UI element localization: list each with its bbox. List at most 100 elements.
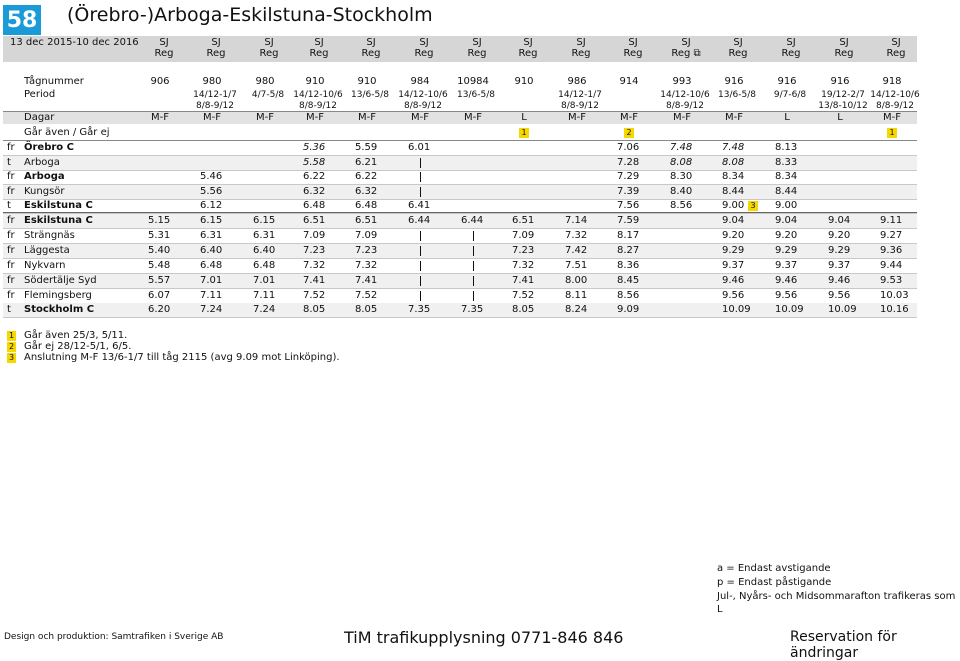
departure-time: 8.13 bbox=[775, 142, 798, 153]
departure-time: 8.45 bbox=[617, 275, 640, 286]
departure-time: 7.24 bbox=[253, 304, 276, 315]
stop-mark: fr bbox=[7, 186, 15, 197]
row-divider bbox=[3, 213, 917, 214]
row-divider bbox=[3, 199, 917, 200]
service-label: Reg bbox=[361, 48, 381, 59]
row-divider bbox=[3, 228, 917, 229]
period-line: 14/12-10/6 bbox=[660, 90, 710, 100]
train-number: 980 bbox=[255, 76, 275, 87]
departure-time: 10.03 bbox=[880, 290, 909, 301]
departure-time: 8.56 bbox=[670, 200, 693, 211]
departure-time: 7.48 bbox=[670, 142, 693, 153]
train-number: 993 bbox=[672, 76, 692, 87]
departure-time: 7.52 bbox=[355, 290, 378, 301]
legend-line: Jul-, Nyårs- och Midsommarafton trafiker… bbox=[717, 591, 956, 615]
period-line: 14/12-10/6 bbox=[870, 90, 920, 100]
departure-time: 8.08 bbox=[722, 157, 745, 168]
departure-time: 9.46 bbox=[828, 275, 851, 286]
service-label: Reg bbox=[886, 48, 906, 59]
train-number: 980 bbox=[202, 76, 222, 87]
train-number-label: Tågnummer bbox=[24, 76, 84, 87]
train-number: 916 bbox=[724, 76, 744, 87]
section-divider bbox=[3, 212, 917, 213]
operator-label: SJ bbox=[576, 37, 586, 48]
departure-time: 6.51 bbox=[512, 215, 535, 226]
operator-label: SJ bbox=[366, 37, 376, 48]
row-divider bbox=[3, 170, 917, 171]
legend-line: a = Endast avstigande bbox=[717, 563, 831, 574]
footnote-marker: 2 bbox=[7, 342, 16, 352]
train-number: 986 bbox=[567, 76, 587, 87]
departure-time: 5.48 bbox=[148, 260, 171, 271]
stop-name: Arboga bbox=[24, 171, 65, 182]
departure-time: 8.34 bbox=[722, 171, 745, 182]
period-line: 13/6-5/8 bbox=[351, 90, 389, 100]
pass-through-bar bbox=[473, 261, 475, 271]
service-label: Reg bbox=[414, 48, 434, 59]
departure-time: 6.15 bbox=[253, 215, 276, 226]
days-value: M-F bbox=[883, 112, 901, 123]
operator-label: SJ bbox=[891, 37, 901, 48]
departure-time: 6.51 bbox=[303, 215, 326, 226]
departure-time: 6.15 bbox=[200, 215, 223, 226]
period-line: 14/12-10/6 bbox=[293, 90, 343, 100]
row-divider bbox=[3, 155, 917, 156]
service-label: Reg ⧉ bbox=[671, 48, 701, 59]
departure-time: 9.20 bbox=[722, 230, 745, 241]
stop-mark: fr bbox=[7, 171, 15, 182]
operator-label: SJ bbox=[472, 37, 482, 48]
pass-through-bar bbox=[420, 187, 422, 197]
departure-time: 8.44 bbox=[722, 186, 745, 197]
operator-label: SJ bbox=[839, 37, 849, 48]
note-marker: 1 bbox=[519, 128, 529, 138]
stop-name: Arboga bbox=[24, 157, 60, 168]
operator-label: SJ bbox=[159, 37, 169, 48]
departure-time: 8.56 bbox=[617, 290, 640, 301]
days-value: M-F bbox=[411, 112, 429, 123]
stop-name: Örebro C bbox=[24, 142, 74, 153]
train-number: 914 bbox=[619, 76, 639, 87]
departure-time: 9.44 bbox=[880, 260, 903, 271]
row-divider bbox=[3, 184, 917, 185]
departure-time: 9.56 bbox=[775, 290, 798, 301]
departure-time: 6.44 bbox=[408, 215, 431, 226]
stop-mark: fr bbox=[7, 142, 15, 153]
departure-time: 8.05 bbox=[512, 304, 535, 315]
operator-label: SJ bbox=[786, 37, 796, 48]
departure-time: 9.37 bbox=[828, 260, 851, 271]
pass-through-bar bbox=[473, 276, 475, 286]
departure-time: 6.31 bbox=[200, 230, 223, 241]
departure-time: 7.32 bbox=[355, 260, 378, 271]
days-value: M-F bbox=[725, 112, 743, 123]
departure-time: 9.29 bbox=[722, 245, 745, 256]
pass-through-bar bbox=[473, 291, 475, 301]
days-value: L bbox=[521, 112, 527, 123]
service-label: Reg bbox=[259, 48, 279, 59]
departure-time: 7.59 bbox=[617, 215, 640, 226]
service-label: Reg bbox=[728, 48, 748, 59]
page-title: (Örebro-)Arboga-Eskilstuna-Stockholm bbox=[67, 4, 433, 26]
stop-mark: fr bbox=[7, 275, 15, 286]
service-label: Reg bbox=[571, 48, 591, 59]
departure-time: 8.34 bbox=[775, 171, 798, 182]
days-value: M-F bbox=[203, 112, 221, 123]
departure-time: 7.35 bbox=[408, 304, 431, 315]
departure-time: 7.48 bbox=[722, 142, 745, 153]
train-number: 906 bbox=[150, 76, 170, 87]
departure-time: 8.33 bbox=[775, 157, 798, 168]
departure-time: 8.36 bbox=[617, 260, 640, 271]
departure-time: 6.31 bbox=[253, 230, 276, 241]
stop-name: Läggesta bbox=[24, 245, 70, 256]
footnote: 3 Anslutning M-F 13/6-1/7 till tåg 2115 (… bbox=[7, 352, 340, 364]
period-label: Period bbox=[24, 89, 56, 100]
days-label: Dagar bbox=[24, 112, 55, 123]
departure-time: 6.48 bbox=[200, 260, 223, 271]
period-line: 8/8-9/12 bbox=[404, 101, 442, 111]
departure-time: 9.20 bbox=[828, 230, 851, 241]
period-line: 8/8-9/12 bbox=[876, 101, 914, 111]
departure-time: 7.23 bbox=[512, 245, 535, 256]
operator-label: SJ bbox=[523, 37, 533, 48]
credit-text: Design och produktion: Samtrafiken i Sve… bbox=[4, 632, 224, 642]
departure-time: 10.09 bbox=[775, 304, 804, 315]
row-divider bbox=[3, 243, 917, 244]
